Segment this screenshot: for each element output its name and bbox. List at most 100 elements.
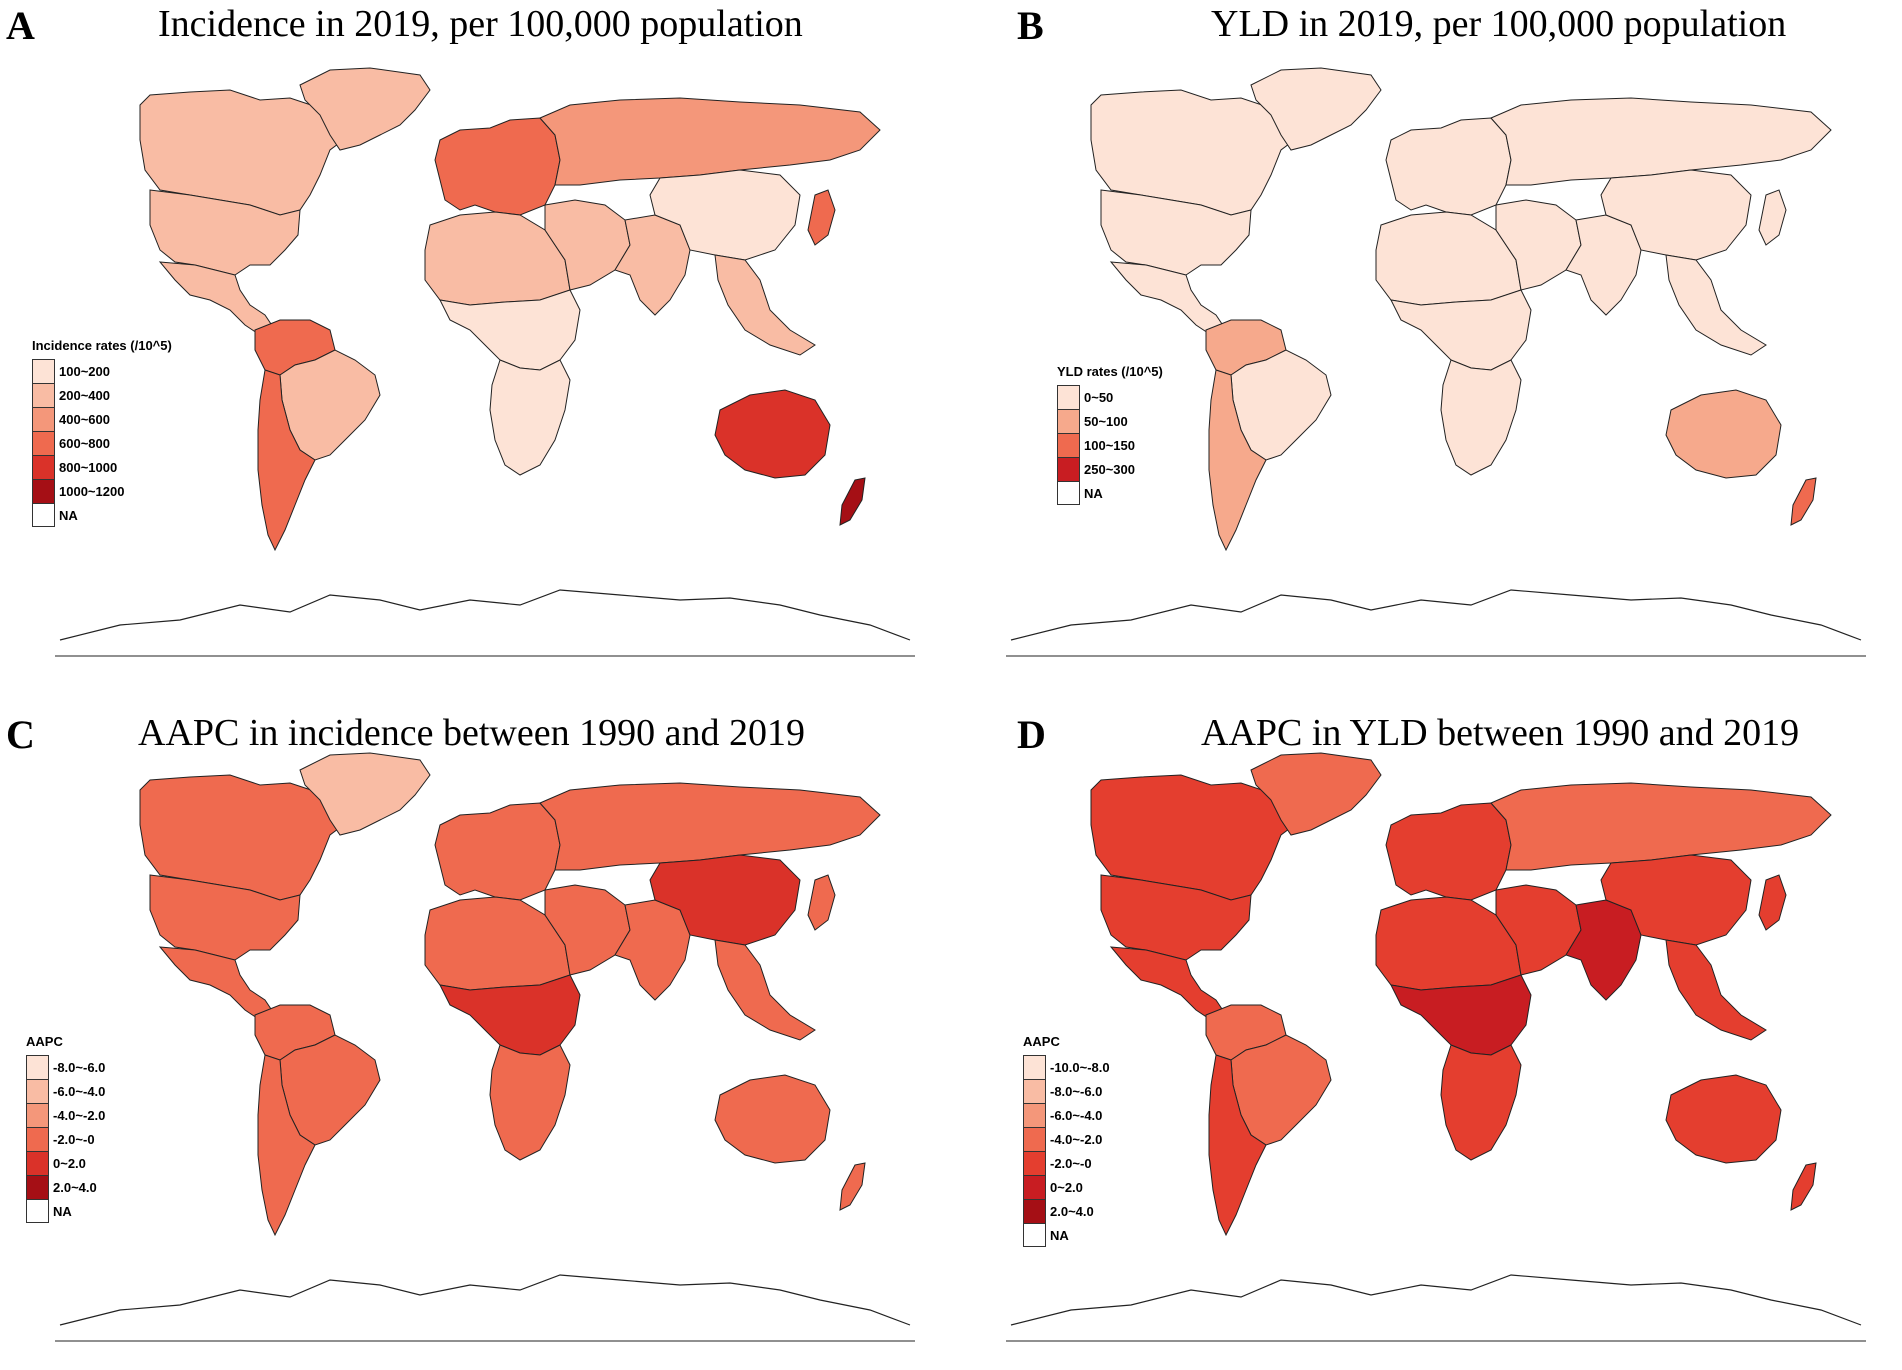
region-usa: [1100, 189, 1252, 276]
legend-label: 0~50: [1084, 389, 1114, 405]
legend-swatch: [1023, 1127, 1046, 1151]
legend-item: NA: [32, 503, 172, 527]
region-southeast-asia: [714, 254, 816, 356]
region-southeast-asia: [714, 939, 816, 1041]
legend-label: 2.0~4.0: [1050, 1203, 1094, 1219]
region-japan: [807, 874, 836, 931]
region-australia: [1665, 389, 1782, 479]
legend-title: Incidence rates (/10^5): [32, 338, 172, 353]
legend-item: -8.0~-6.0: [26, 1055, 105, 1079]
region-russia: [539, 782, 881, 871]
panel-letter: C: [6, 712, 35, 757]
region-new-zealand: [839, 477, 866, 526]
legend-item: NA: [1023, 1223, 1110, 1247]
panel-a: A Incidence in 2019, per 100,000 populat…: [0, 0, 951, 685]
legend-swatch: [1023, 1151, 1046, 1175]
legend-swatch: [26, 1175, 49, 1199]
region-south-america-south: [257, 1054, 316, 1237]
region-new-zealand: [1790, 477, 1817, 526]
legend-label: -4.0~-2.0: [1050, 1131, 1103, 1147]
world-map: [55, 752, 915, 1342]
region-europe: [434, 802, 561, 901]
legend-label: 0~2.0: [53, 1155, 86, 1171]
legend-swatch: [32, 431, 55, 455]
panel-letter: A: [6, 3, 35, 48]
legend-swatch: [1023, 1175, 1046, 1199]
region-antarctica: [1010, 1274, 1862, 1326]
legend-label: 2.0~4.0: [53, 1179, 97, 1195]
legend-label: -10.0~-8.0: [1050, 1059, 1110, 1075]
legend-swatch: [1023, 1079, 1046, 1103]
region-usa: [149, 874, 301, 961]
panel-b: B YLD in 2019, per 100,000 population YL…: [951, 0, 1902, 685]
legend-swatch: [26, 1079, 49, 1103]
region-greenland: [1250, 752, 1382, 836]
panel-title: Incidence in 2019, per 100,000 populatio…: [158, 3, 803, 45]
legend-item: 100~200: [32, 359, 172, 383]
region-usa: [1100, 874, 1252, 961]
legend-item: -6.0~-4.0: [26, 1079, 105, 1103]
legend-swatch: [26, 1199, 49, 1223]
region-southern-africa: [1440, 359, 1522, 476]
legend-swatch: [1057, 457, 1080, 481]
legend-swatch: [32, 383, 55, 407]
legend: Incidence rates (/10^5) 100~200 200~400 400…: [32, 338, 172, 527]
legend-title: AAPC: [26, 1034, 63, 1049]
legend-swatch: [32, 359, 55, 383]
legend-label: -2.0~-0: [1050, 1155, 1092, 1171]
region-north-america: [139, 89, 351, 216]
legend-swatch: [26, 1103, 49, 1127]
legend-label: -8.0~-6.0: [1050, 1083, 1103, 1099]
region-russia: [539, 97, 881, 186]
legend-swatch: [1023, 1103, 1046, 1127]
region-australia: [714, 389, 831, 479]
legend-label: -8.0~-6.0: [53, 1059, 106, 1075]
region-southern-africa: [1440, 1044, 1522, 1161]
region-greenland: [299, 67, 431, 151]
legend-item: 800~1000: [32, 455, 172, 479]
legend: AAPC -10.0~-8.0 -8.0~-6.0 -6.0~-4.0 -4.0~-2.…: [1023, 1034, 1110, 1247]
legend: YLD rates (/10^5) 0~50 50~100 100~150 250~30…: [1057, 364, 1163, 505]
panel-title: YLD in 2019, per 100,000 population: [1211, 3, 1787, 45]
region-south-america-south: [257, 369, 316, 552]
legend-label: 100~200: [59, 363, 110, 379]
legend-label: 0~2.0: [1050, 1179, 1083, 1195]
region-australia: [1665, 1074, 1782, 1164]
legend-swatch: [1023, 1199, 1046, 1223]
region-europe: [1385, 117, 1512, 216]
region-antarctica: [59, 1274, 911, 1326]
legend-swatch: [32, 407, 55, 431]
legend-label: 1000~1200: [59, 483, 125, 499]
legend-title: YLD rates (/10^5): [1057, 364, 1163, 379]
legend-item: 200~400: [32, 383, 172, 407]
region-mexico-central: [1109, 946, 1227, 1021]
legend-label: -6.0~-4.0: [1050, 1107, 1103, 1123]
legend-swatch: [32, 503, 55, 527]
legend-label: NA: [59, 507, 78, 523]
legend-item: 100~150: [1057, 433, 1163, 457]
legend-label: 600~800: [59, 435, 110, 451]
region-greenland: [299, 752, 431, 836]
legend-swatch: [32, 479, 55, 503]
legend-item: NA: [1057, 481, 1163, 505]
legend-label: NA: [1084, 485, 1103, 501]
region-japan: [1758, 874, 1787, 931]
region-europe: [434, 117, 561, 216]
legend-swatch: [26, 1055, 49, 1079]
region-china: [649, 169, 801, 261]
legend-item: -6.0~-4.0: [1023, 1103, 1110, 1127]
region-antarctica: [1010, 589, 1862, 641]
legend-item: 250~300: [1057, 457, 1163, 481]
region-south-america-south: [1208, 1054, 1267, 1237]
legend-swatch: [1023, 1223, 1046, 1247]
legend-item: -8.0~-6.0: [1023, 1079, 1110, 1103]
legend-label: 800~1000: [59, 459, 118, 475]
legend-label: 100~150: [1084, 437, 1135, 453]
region-north-america: [1090, 89, 1302, 216]
region-mexico-central: [1109, 261, 1227, 336]
legend-item: 0~2.0: [1023, 1175, 1110, 1199]
legend: AAPC -8.0~-6.0 -6.0~-4.0 -4.0~-2.0 -2.0~-0 0~…: [26, 1034, 105, 1223]
region-china: [1600, 854, 1752, 946]
panel-letter: B: [1017, 3, 1044, 48]
region-mexico-central: [158, 946, 276, 1021]
